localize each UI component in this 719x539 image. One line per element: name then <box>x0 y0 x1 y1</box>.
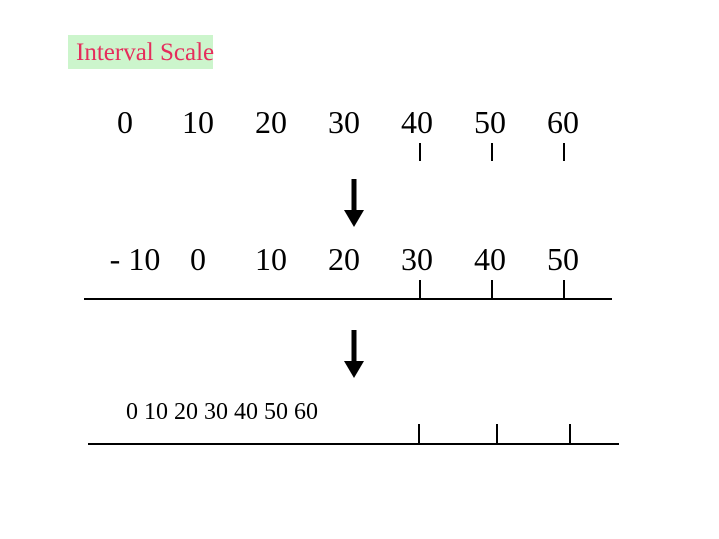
scale-label: 30 <box>401 241 433 277</box>
tick-mark <box>563 143 565 161</box>
scale-label: 60 <box>547 104 579 140</box>
slide-title: Interval Scale <box>76 38 215 66</box>
number-line <box>88 443 619 445</box>
scale-label: 40 <box>474 241 506 277</box>
scale-label: 10 <box>182 104 214 140</box>
tick-mark <box>491 143 493 161</box>
scale-label: 10 <box>255 241 287 277</box>
tick-mark <box>496 424 498 444</box>
tick-mark <box>491 280 493 299</box>
scale-label: 30 <box>328 104 360 140</box>
tick-mark <box>418 424 420 444</box>
scale-label: 50 <box>474 104 506 140</box>
tick-mark <box>419 280 421 299</box>
slide-title-box: Interval Scale <box>68 35 215 69</box>
scale-label: 20 <box>328 241 360 277</box>
scale-label: 20 <box>255 104 287 140</box>
down-arrow-icon <box>344 179 364 227</box>
tick-mark <box>419 143 421 161</box>
down-arrow-icon <box>344 330 364 378</box>
scale-label: - 10 <box>109 241 161 277</box>
scale-label: 0 <box>117 104 133 140</box>
number-line <box>84 298 612 300</box>
tick-mark <box>569 424 571 444</box>
scale-label: 40 <box>401 104 433 140</box>
tick-mark <box>563 280 565 299</box>
scale-label: 0 10 20 30 40 50 60 <box>126 399 318 425</box>
scale-label: 50 <box>547 241 579 277</box>
scale-label: 0 <box>190 241 206 277</box>
